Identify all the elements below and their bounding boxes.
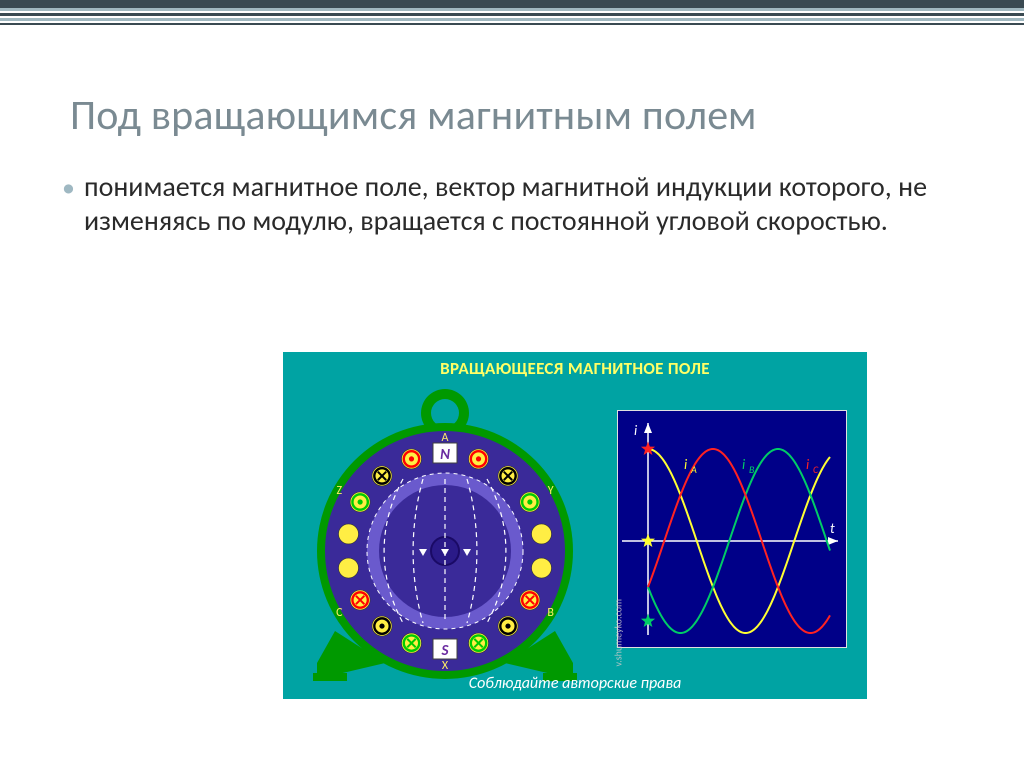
- svg-text:Z: Z: [337, 484, 343, 498]
- svg-text:B: B: [547, 606, 554, 620]
- svg-text:A: A: [690, 463, 697, 476]
- svg-text:i: i: [634, 422, 638, 439]
- svg-text:X: X: [442, 659, 449, 673]
- svg-text:i: i: [806, 456, 810, 473]
- svg-text:i: i: [684, 456, 688, 473]
- svg-text:S: S: [441, 642, 450, 660]
- svg-text:B: B: [749, 463, 755, 476]
- figure-footer: Соблюдайте авторские права: [283, 674, 867, 693]
- svg-text:C: C: [813, 463, 819, 476]
- watermark-text: v.shumeyko.com: [611, 599, 624, 666]
- bullet-icon: •: [62, 172, 75, 204]
- motor-diagram: N S A X B C Z Y: [295, 376, 595, 676]
- body-text: • понимается магнитное поле, вектор магн…: [80, 170, 954, 238]
- slide-title: Под вращающимся магнитным полем: [70, 90, 964, 141]
- bullet-content: понимается магнитное поле, вектор магнит…: [84, 169, 927, 238]
- figure-panel: ВРАЩАЮЩЕЕСЯ МАГНИТНОЕ ПОЛЕ NSAXBCZY itiA…: [283, 352, 867, 699]
- svg-text:t: t: [830, 520, 835, 537]
- svg-text:i: i: [742, 456, 746, 473]
- svg-text:Y: Y: [548, 484, 554, 498]
- phase-current-graph: itiAiBiC: [617, 410, 847, 648]
- svg-text:C: C: [336, 606, 343, 620]
- top-accent-bar: [0, 0, 1024, 28]
- svg-text:A: A: [442, 431, 449, 445]
- svg-text:N: N: [440, 446, 450, 464]
- slide: Под вращающимся магнитным полем • понима…: [0, 0, 1024, 767]
